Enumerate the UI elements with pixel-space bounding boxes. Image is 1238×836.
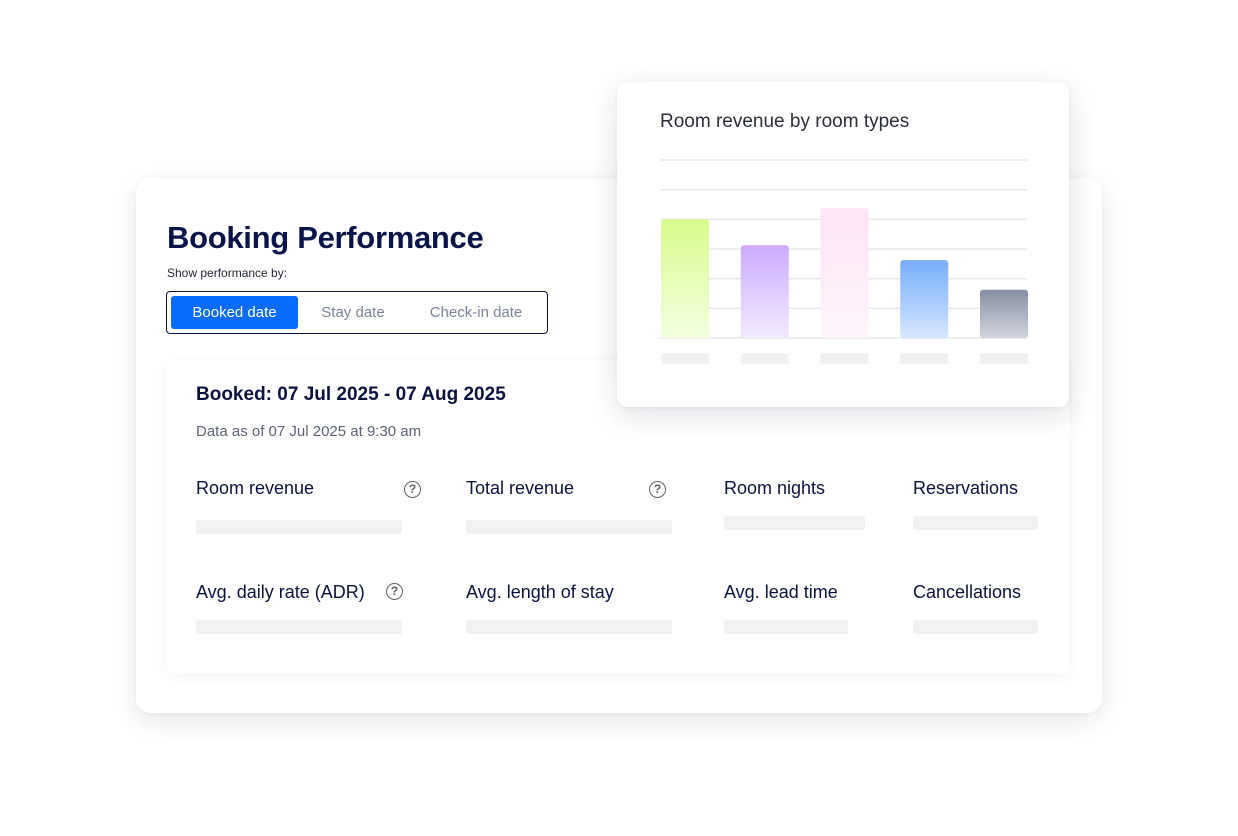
room-revenue-bar-chart	[660, 159, 1028, 364]
metric-avg-length-of-stay-label: Avg. length of stay	[466, 582, 614, 602]
chart-bar-1[interactable]	[661, 219, 709, 338]
tab-check-in-date[interactable]: Check-in date	[429, 304, 523, 321]
metric-total-revenue-label: Total revenue	[466, 478, 575, 498]
metric-room-nights-value-placeholder	[724, 516, 865, 530]
metric-reservations-label: Reservations	[913, 478, 1019, 498]
chart-xlabel-placeholder-3	[820, 353, 869, 364]
chart-bar-3[interactable]	[820, 208, 869, 338]
metric-room-revenue-value-placeholder	[196, 520, 402, 534]
tab-booked-date[interactable]: Booked date	[171, 296, 298, 329]
help-icon[interactable]: ?	[649, 481, 666, 498]
performance-by-segmented-control: Booked date Stay date Check-in date	[166, 291, 548, 334]
metric-reservations-value-placeholder	[913, 516, 1038, 530]
metric-avg-lead-time-label: Avg. lead time	[724, 582, 838, 602]
page-title: Booking Performance	[167, 220, 484, 255]
performance-by-label: Show performance by:	[167, 266, 288, 280]
data-timestamp: Data as of 07 Jul 2025 at 9:30 am	[196, 423, 422, 440]
chart-xlabel-placeholder-1	[661, 353, 709, 364]
chart-bar-5[interactable]	[980, 289, 1028, 338]
metric-cancellations-value-placeholder	[913, 620, 1038, 634]
chart-bar-2[interactable]	[740, 245, 789, 338]
date-range-heading: Booked: 07 Jul 2025 - 07 Aug 2025	[196, 384, 506, 405]
chart-title: Room revenue by room types	[660, 111, 910, 132]
help-icon[interactable]: ?	[404, 481, 421, 498]
metric-room-nights-label: Room nights	[724, 478, 826, 498]
metric-total-revenue-value-placeholder	[466, 520, 672, 534]
metric-adr-label: Avg. daily rate (ADR)	[196, 582, 365, 602]
metric-avg-length-of-stay-value-placeholder	[466, 620, 672, 634]
chart-xlabel-placeholder-4	[900, 353, 949, 364]
chart-xlabel-placeholder-2	[740, 353, 789, 364]
metric-adr-value-placeholder	[196, 620, 402, 634]
chart-bar-4[interactable]	[900, 260, 949, 338]
tab-stay-date[interactable]: Stay date	[321, 304, 385, 321]
chart-xlabel-placeholder-5	[980, 353, 1028, 364]
metric-cancellations-label: Cancellations	[913, 582, 1022, 602]
metric-room-revenue-label: Room revenue	[196, 478, 315, 498]
help-icon[interactable]: ?	[386, 583, 403, 600]
metric-avg-lead-time-value-placeholder	[724, 620, 848, 634]
